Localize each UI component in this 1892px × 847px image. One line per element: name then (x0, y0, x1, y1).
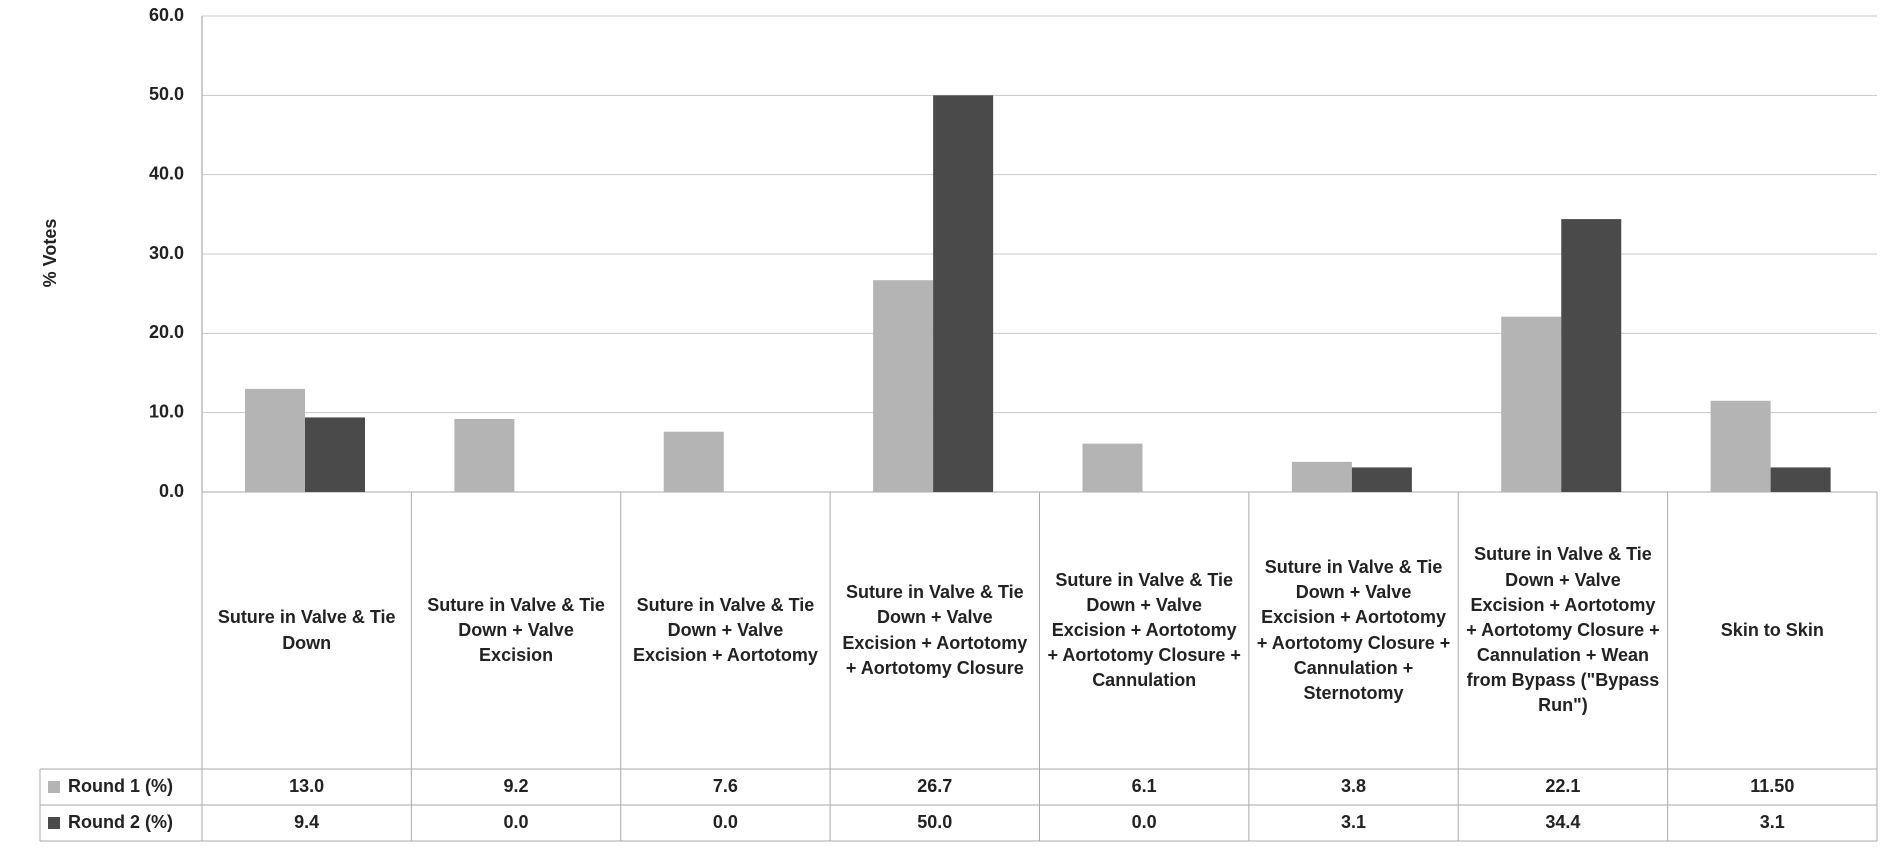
bar (1561, 219, 1622, 493)
data-table-value: 22.1 (1545, 776, 1580, 796)
bar (1501, 316, 1562, 492)
y-tick-label: 30.0 (149, 243, 184, 263)
x-tick-label: Skin to Skin (1720, 619, 1824, 640)
data-table-value: 50.0 (917, 812, 952, 832)
legend-swatch (48, 781, 60, 793)
bar (663, 431, 724, 492)
x-tick-label: Suture in Valve & Tie Down (217, 607, 396, 653)
bar (245, 388, 305, 492)
x-tick-label: Suture in Valve & Tie Down + Valve Excis… (1256, 556, 1451, 703)
y-axis-label: % Votes (40, 219, 60, 288)
data-table-value: 0.0 (1132, 812, 1157, 832)
bar (933, 95, 994, 492)
data-table-value: 11.50 (1750, 776, 1794, 796)
category-cell: Suture in Valve & Tie Down + Valve Excis… (427, 594, 605, 666)
data-table-value: 13.0 (289, 776, 324, 796)
legend-label: Round 1 (%) (68, 776, 173, 796)
data-table-value: 6.1 (1132, 776, 1157, 796)
x-tick-label: Suture in Valve & Tie Down + Valve Excis… (427, 594, 605, 666)
data-table-value: 9.4 (294, 812, 319, 832)
bar (1710, 400, 1771, 492)
bar (1082, 443, 1143, 492)
y-tick-label: 0.0 (159, 481, 184, 501)
category-cell: Suture in Valve & Tie Down (217, 607, 396, 653)
bar (1770, 467, 1831, 492)
x-tick-label: Suture in Valve & Tie Down + Valve Excis… (1466, 544, 1660, 716)
x-tick-label: Suture in Valve & Tie Down + Valve Excis… (633, 594, 818, 666)
category-cell: Suture in Valve & Tie Down + Valve Excis… (1047, 569, 1241, 691)
data-table-value: 3.8 (1341, 776, 1366, 796)
data-table-value: 3.1 (1341, 812, 1366, 832)
y-tick-label: 20.0 (149, 322, 184, 342)
bar (873, 280, 934, 492)
data-table-value: 9.2 (504, 776, 529, 796)
category-cell: Suture in Valve & Tie Down + Valve Excis… (1466, 544, 1660, 716)
legend-swatch (48, 817, 60, 829)
category-cell: Suture in Valve & Tie Down + Valve Excis… (1256, 556, 1451, 703)
data-table-value: 34.4 (1545, 812, 1580, 832)
category-cell: Suture in Valve & Tie Down + Valve Excis… (633, 594, 818, 666)
legend-label: Round 2 (%) (68, 812, 173, 832)
category-cell: Suture in Valve & Tie Down + Valve Excis… (842, 582, 1028, 678)
y-tick-label: 10.0 (149, 401, 184, 421)
data-table-value: 26.7 (917, 776, 952, 796)
y-tick-label: 60.0 (149, 5, 184, 25)
category-cell: Skin to Skin (1720, 619, 1824, 640)
bar (1351, 467, 1412, 492)
data-table-value: 3.1 (1760, 812, 1785, 832)
data-table-value: 0.0 (713, 812, 738, 832)
bar (1291, 461, 1352, 492)
bar (305, 417, 365, 492)
x-tick-label: Suture in Valve & Tie Down + Valve Excis… (842, 582, 1028, 678)
data-table-value: 0.0 (504, 812, 529, 832)
y-tick-label: 50.0 (149, 84, 184, 104)
y-tick-label: 40.0 (149, 163, 184, 183)
x-tick-label: Suture in Valve & Tie Down + Valve Excis… (1047, 569, 1241, 691)
data-table-value: 7.6 (713, 776, 738, 796)
bar (454, 419, 515, 492)
